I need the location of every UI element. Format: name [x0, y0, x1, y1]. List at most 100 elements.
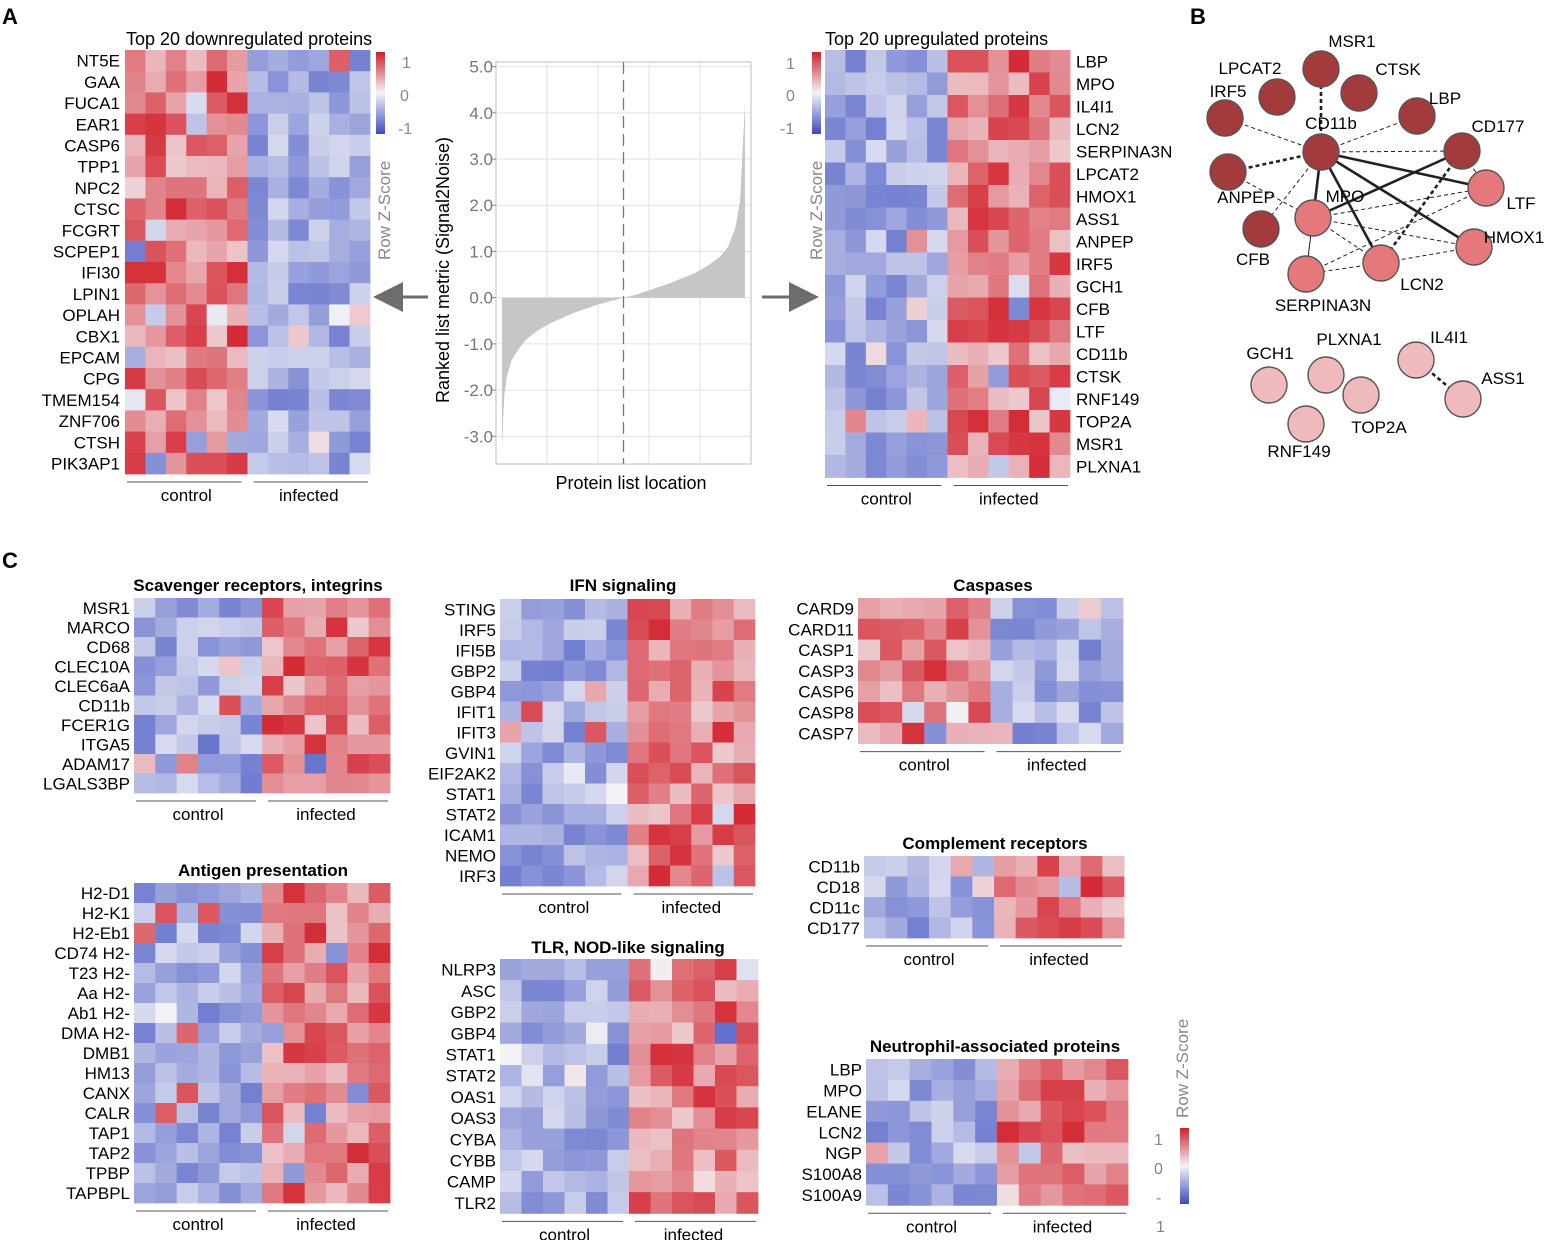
heatmap-cell [953, 1184, 976, 1206]
heatmap-cell [845, 275, 867, 298]
heatmap-cell [349, 304, 371, 326]
heatmap-cell [206, 452, 228, 475]
heatmap-cell [648, 742, 671, 764]
heatmap-cell [736, 1065, 759, 1087]
heatmap-cell [227, 71, 248, 93]
heatmap-cell [308, 325, 330, 348]
heatmap-cell [606, 660, 628, 682]
heatmap-cell [564, 1192, 587, 1214]
heatmap-cell [691, 660, 713, 682]
heatmap-cell [1034, 702, 1058, 724]
heatmap-cell [283, 1063, 306, 1084]
gene-label: ASS1 [1076, 210, 1119, 229]
heatmap-cell [1049, 230, 1071, 253]
heatmap-cell [240, 734, 263, 755]
heatmap-cell [563, 722, 586, 743]
heatmap-cell [267, 389, 289, 411]
network-node [1443, 132, 1481, 170]
heatmap-cell [125, 177, 146, 199]
group-label-control: control [861, 490, 912, 509]
heatmap-cell [672, 1022, 694, 1045]
heatmap-cell [1106, 1100, 1129, 1123]
heatmap-cell [304, 773, 327, 794]
heatmap-cell [563, 681, 586, 702]
heatmap-cell [1056, 681, 1080, 703]
panel-letter-b: B [1190, 4, 1206, 29]
heatmap-cell [825, 117, 846, 141]
heatmap-cell [1049, 275, 1071, 298]
heatmap-cell [906, 275, 928, 298]
heatmap-cell [988, 95, 1010, 118]
heatmap-cell [368, 656, 391, 677]
heatmap-cell [347, 1163, 370, 1184]
heatmap-cell [349, 389, 371, 411]
heatmap-cell [988, 455, 1010, 478]
heatmap-cell [500, 1086, 522, 1108]
heatmap-cell [953, 1163, 976, 1185]
heatmap-cell [886, 410, 908, 433]
heatmap-cell [865, 140, 887, 163]
heatmap-cell [283, 1083, 306, 1104]
heatmap-cell [500, 980, 522, 1002]
heatmap-cell [186, 71, 208, 93]
heatmap-cell [946, 702, 969, 724]
heatmap-cell [206, 283, 228, 305]
heatmap-cell [262, 963, 284, 984]
heatmap-cell [145, 389, 167, 411]
heatmap-cell [968, 722, 991, 744]
heatmap-cell [606, 640, 628, 661]
heatmap-cell [1062, 1121, 1085, 1143]
heatmap-cell [693, 1192, 716, 1214]
gene-label: CAMP [447, 1173, 496, 1192]
heatmap-cell [368, 695, 391, 716]
heatmap-cell [219, 656, 242, 677]
heatmap-cell [865, 207, 887, 231]
heatmap-cell [607, 1065, 630, 1087]
heatmap-cell [288, 92, 310, 114]
heatmap-cell [733, 619, 756, 641]
heatmap-cell [267, 50, 289, 72]
heatmap-cell [308, 262, 330, 284]
legend-tick-mid: 0 [400, 88, 409, 105]
heatmap-cell [267, 368, 289, 390]
heatmap-cell [564, 959, 587, 981]
gene-label: CASP6 [64, 137, 120, 156]
heatmap-cell [521, 701, 543, 723]
gene-label: OAS1 [451, 1088, 496, 1107]
gene-label: TAP1 [89, 1124, 130, 1143]
heatmap-cell [262, 923, 284, 944]
heatmap-cell [283, 903, 306, 924]
gene-label: GBP2 [451, 1003, 496, 1022]
gene-label: T23 H2- [69, 964, 130, 983]
down-heatmap-title: Top 20 downregulated proteins [126, 29, 372, 49]
heatmap-cell [864, 876, 887, 898]
network-node [1362, 244, 1400, 282]
legend-colorbar [812, 52, 821, 134]
gene-label: ANPEP [1076, 232, 1134, 251]
heatmap-cell [886, 252, 908, 276]
heatmap-cell [946, 639, 969, 661]
gene-label: MSR1 [83, 599, 130, 618]
heatmap-cell [1049, 432, 1071, 456]
heatmap-cell [931, 1121, 954, 1143]
heatmap-cell [326, 1123, 348, 1144]
heatmap-cell [886, 117, 908, 141]
heatmap-cell [712, 865, 735, 887]
heatmap-cell [155, 983, 178, 1004]
heatmap-cell [247, 50, 269, 72]
heatmap-cell [947, 207, 969, 231]
group-label-control: control [539, 1225, 590, 1240]
heatmap-cell [326, 983, 348, 1004]
heatmap-cell [650, 1001, 673, 1023]
heatmap-cell [947, 320, 969, 343]
heatmap-cell [155, 598, 178, 618]
heatmap-cell [543, 1086, 565, 1108]
gene-label: Ab1 H2- [68, 1004, 130, 1023]
heatmap-cell [134, 617, 156, 638]
heatmap-cell [1062, 1184, 1085, 1206]
heatmap-cell [145, 71, 167, 93]
heatmap-cell [186, 283, 208, 305]
heatmap-cell [134, 754, 156, 774]
heatmap-cell [931, 1079, 954, 1102]
heatmap-cell [736, 1022, 759, 1045]
